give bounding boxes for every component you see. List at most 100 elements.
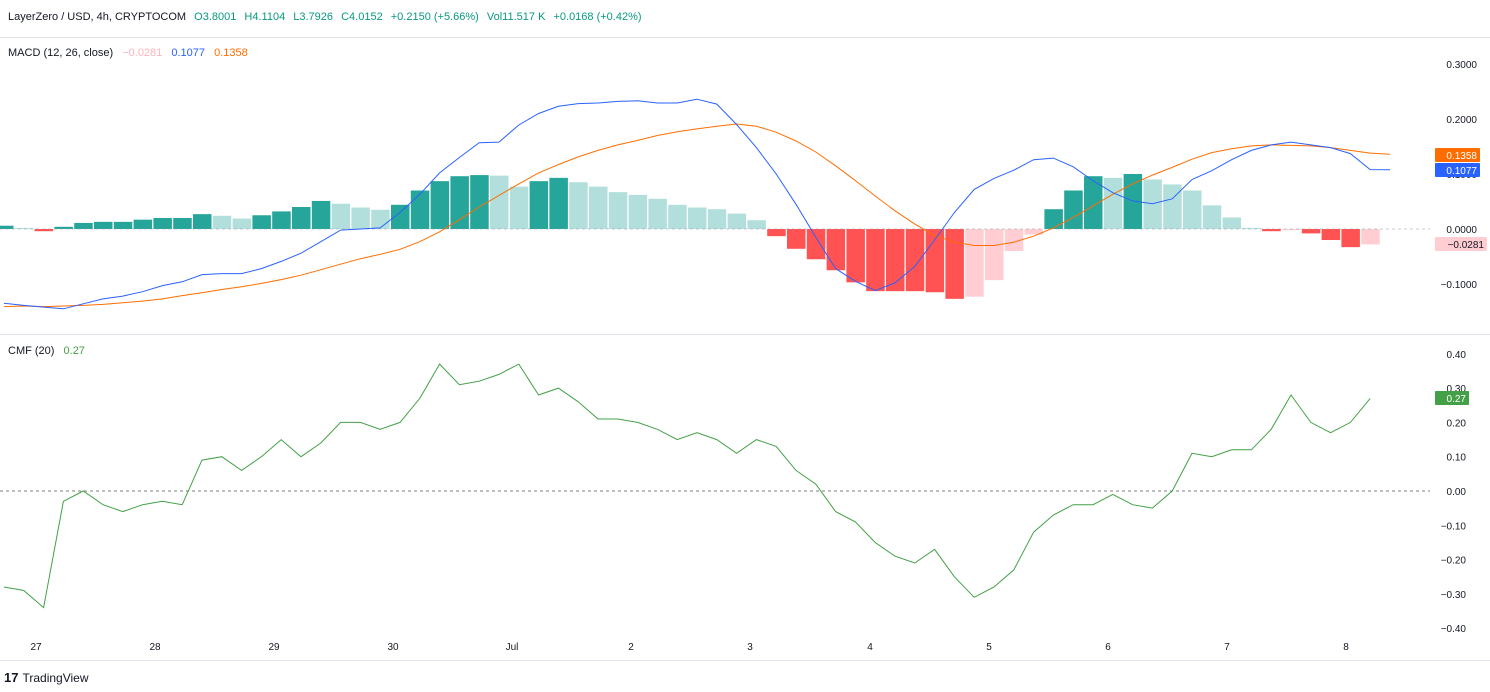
macd-y-tick-label: 0.0000 [1446,225,1477,236]
macd-histogram-bar [430,181,450,229]
time-tick-label: 5 [986,642,992,653]
macd-signal-value: 0.1358 [214,47,248,59]
macd-histogram-bar [589,186,608,229]
cmf-y-tick-label: 0.00 [1447,487,1467,498]
macd-histogram-bar [1163,184,1182,229]
time-tick-label: 8 [1343,642,1349,653]
pane-divider[interactable] [0,334,1490,335]
macd-histogram-bar [1282,229,1301,231]
macd-line-value: 0.1077 [171,47,206,59]
macd-histogram-bar [965,229,984,297]
ohlc-open: O3.8001 [194,11,237,23]
macd-histogram-bar [54,226,73,229]
macd-histogram-bar [173,218,192,229]
macd-histogram-bar [74,222,93,229]
macd-histogram-bar [1262,229,1281,232]
macd-histogram-bar [351,207,370,229]
macd-histogram-bar [1183,190,1202,229]
macd-histogram-bar [391,204,410,229]
macd-histogram-bar [410,190,430,229]
cmf-indicator-name: CMF (20) [8,345,55,357]
macd-histogram-bar [470,175,489,229]
macd-histogram-bar [212,215,232,229]
macd-histogram-bar [866,229,885,292]
macd-histogram-bar [886,229,905,292]
macd-histogram-bar [1143,179,1162,229]
value-badges: 0.1358 0.1077 −0.0281 0.27 [1435,148,1487,405]
macd-histogram-bar [153,218,172,229]
macd-histogram-bar [787,229,806,249]
macd-histogram-bar [0,225,14,229]
brand-name: TradingView [22,671,89,685]
ohlc-close: C4.0152 [341,11,383,23]
ohlc-low: L3.7926 [293,11,334,23]
macd-histogram-bar [292,207,311,229]
macd-histogram-bar [1341,229,1360,248]
time-tick-label: 6 [1105,642,1111,653]
macd-histogram-bar [311,200,331,229]
macd-badge: 0.1077 [1446,166,1477,177]
macd-y-tick-label: −0.1000 [1441,280,1478,291]
signal-badge: 0.1358 [1446,151,1477,162]
time-axis: 27 28 29 30 Jul 2 3 4 5 6 7 8 [30,642,1349,653]
time-tick-label: 7 [1224,642,1230,653]
cmf-y-tick-label: 0.10 [1447,453,1467,464]
macd-line [3,98,1391,310]
macd-histogram-bar [133,219,153,229]
macd-histogram-bar [529,181,549,229]
volume: Vol11.517 K [486,11,546,23]
macd-histogram-bar [727,213,747,229]
macd-histogram-bar [1103,177,1123,229]
cmf-line [3,363,1371,609]
macd-histogram-bar [985,229,1004,281]
volume-change: +0.0168 (+0.42%) [553,11,642,23]
macd-histogram-bar [113,221,133,229]
macd-y-tick-label: 0.3000 [1446,60,1477,71]
signal-badge-bg [1435,148,1480,162]
time-axis-divider [0,660,1490,661]
macd-histogram-bar [450,176,469,229]
price-axes: 0.30000.20000.10000.0000−0.10000.400.300… [1441,60,1478,635]
hist-badge-bg [1435,237,1487,251]
macd-histogram-bar [1361,229,1380,245]
macd-histogram-bar [707,209,727,229]
macd-histogram-bar [549,177,568,229]
macd-histogram-bar [767,229,786,237]
macd-histogram-bar [1044,209,1063,229]
symbol-title: LayerZero / USD, 4h, CRYPTOCOM [8,11,187,23]
macd-histogram-bar [1301,229,1321,234]
macd-histogram-bar [688,207,707,229]
macd-histogram-bar [806,229,826,260]
macd-histogram-bar [1321,229,1341,240]
macd-histogram-bar [1024,229,1044,235]
macd-histogram-bar [1242,227,1261,229]
time-tick-label: 27 [30,642,42,653]
macd-histogram-bar [925,229,945,293]
price-change: +0.2150 (+5.66%) [390,11,479,23]
cmf-y-tick-label: 0.40 [1447,350,1467,361]
macd-histogram-bar [371,209,390,229]
time-tick-label: 29 [268,642,280,653]
cmf-legend[interactable]: CMF (20) 0.27 [8,345,91,357]
tradingview-logo-icon: 17 [4,670,19,685]
macd-histogram-bar [1202,205,1222,229]
macd-histogram-bar [34,229,54,232]
macd-histogram [0,174,1380,299]
cmf-y-tick-label: −0.20 [1441,556,1467,567]
time-tick-label: 28 [149,642,161,653]
cmf-y-tick-label: −0.40 [1441,624,1467,635]
tradingview-branding[interactable]: 17 TradingView [4,670,89,685]
macd-histogram-bar [193,214,212,229]
cmf-value: 0.27 [63,345,85,357]
macd-legend[interactable]: MACD (12, 26, close) −0.0281 0.1077 0.13… [8,47,254,59]
macd-badge-bg [1435,163,1480,177]
macd-histogram-bar [14,227,34,229]
cmf-y-tick-label: −0.30 [1441,590,1467,601]
macd-histogram-bar [509,186,529,229]
macd-histogram-bar [331,203,351,229]
time-tick-label: 2 [628,642,634,653]
macd-histogram-bar [490,175,509,229]
macd-histogram-bar [569,182,588,229]
macd-histogram-bar [1222,217,1242,229]
